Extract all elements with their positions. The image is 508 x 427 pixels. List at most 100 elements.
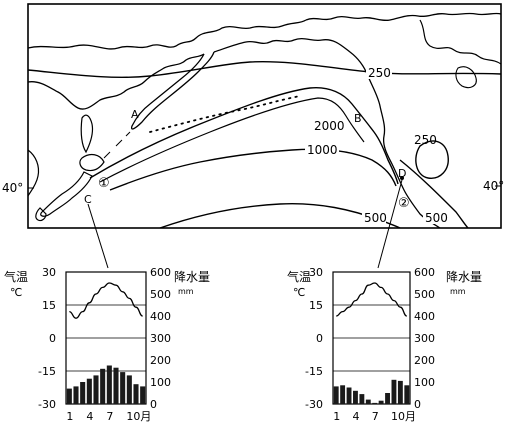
temp-axis-title: 气温	[4, 269, 28, 284]
coastline-inland	[419, 19, 502, 65]
temp-tick-label: -30	[305, 398, 323, 411]
coastline-asia	[27, 19, 307, 50]
precip-bar	[391, 379, 397, 404]
temperature-curve	[336, 282, 408, 317]
month-label: 7	[372, 410, 379, 423]
precip-bar	[333, 386, 339, 404]
isoline-label-500-b: 500	[425, 211, 448, 225]
precip-bar	[359, 394, 365, 404]
point-label-c: C	[84, 193, 92, 206]
precip-tick-label: 300	[150, 332, 171, 345]
precip-axis-title: 降水量	[446, 270, 482, 284]
isoline-250-east	[415, 140, 449, 179]
circled-label-1: ①	[98, 176, 110, 191]
coastline-alaska-south	[213, 37, 369, 77]
precip-tick-label: 600	[150, 266, 171, 279]
month-label: 10月	[391, 410, 416, 423]
isoline-2000-inner	[99, 97, 365, 183]
precip-bar	[378, 400, 384, 404]
coastline-bc	[367, 75, 441, 229]
isoline-label-500-a: 500	[364, 211, 387, 225]
precip-bar	[140, 386, 146, 404]
precip-bar	[100, 368, 106, 404]
isoline-label-250-north: 250	[368, 66, 391, 80]
precip-bar	[73, 386, 79, 404]
lake-outline	[455, 66, 477, 89]
temp-tick-label: 30	[309, 266, 323, 279]
precip-tick-label: 100	[414, 376, 435, 389]
leader-line-d	[377, 179, 403, 269]
sakhalin	[80, 114, 94, 154]
point-marker-d	[400, 176, 404, 180]
month-label: 4	[352, 410, 359, 423]
precip-bar	[86, 378, 92, 404]
point-label-d: D	[398, 167, 406, 180]
precip-tick-label: 100	[150, 376, 171, 389]
climate-chart-station-1: 气温 ℃ 降水量 mm 30150-15-3060050040030020010…	[4, 266, 210, 423]
climate-chart-station-2: 气温 ℃ 降水量 mm 30150-15-3060050040030020010…	[287, 266, 482, 423]
precip-bar	[397, 380, 403, 404]
precip-bar	[66, 388, 72, 404]
temp-axis-title: 气温	[287, 269, 311, 284]
isoline-label-250-east: 250	[414, 133, 437, 147]
precip-bar	[404, 385, 410, 404]
map: 250 2000 1000 250 500 500 A B C D ① ② 40…	[2, 3, 504, 269]
month-label: 4	[86, 410, 93, 423]
month-label: 10月	[126, 410, 151, 423]
point-label-a: A	[131, 108, 139, 121]
precip-bar	[353, 390, 358, 404]
isoline-250-north	[27, 61, 502, 79]
hokkaido	[79, 153, 105, 172]
precip-axis-title: 降水量	[174, 270, 210, 284]
precip-bar	[113, 367, 119, 404]
precip-bar	[372, 402, 378, 404]
precip-tick-label: 400	[150, 310, 171, 323]
temp-tick-label: 15	[309, 299, 323, 312]
precip-tick-label: 600	[414, 266, 435, 279]
precip-tick-label: 200	[414, 354, 435, 367]
coastline-okhotsk	[27, 53, 205, 110]
latitude-label-right: 40°	[483, 179, 504, 193]
precip-bar	[120, 372, 126, 404]
temp-tick-label: 0	[316, 332, 323, 345]
temp-axis-unit: ℃	[10, 286, 22, 299]
precip-bar	[365, 399, 371, 404]
isoline-label-1000: 1000	[307, 143, 338, 157]
point-label-b: B	[354, 112, 362, 125]
temperature-curve	[69, 282, 143, 319]
temp-tick-label: -15	[305, 365, 323, 378]
precip-bar	[126, 375, 132, 404]
kuril-islands	[103, 131, 131, 159]
precip-bar	[346, 387, 352, 404]
precip-bar	[80, 382, 86, 404]
precip-tick-label: 500	[414, 288, 435, 301]
isoline-2000	[89, 87, 399, 185]
leader-line-c	[87, 203, 109, 269]
kyushu	[35, 207, 47, 222]
circled-label-2: ②	[398, 196, 410, 211]
precip-tick-label: 400	[414, 310, 435, 323]
temp-tick-label: 0	[49, 332, 56, 345]
isoline-500-a	[159, 202, 401, 229]
month-label: 7	[106, 410, 113, 423]
precip-axis-unit: mm	[450, 287, 466, 296]
month-label: 1	[333, 410, 340, 423]
precip-tick-label: 500	[150, 288, 171, 301]
precip-tick-label: 0	[414, 398, 421, 411]
temp-axis-unit: ℃	[293, 286, 305, 299]
precip-tick-label: 200	[150, 354, 171, 367]
precip-axis-unit: mm	[178, 287, 194, 296]
isoline-1000	[109, 148, 397, 191]
temp-tick-label: -15	[38, 365, 56, 378]
precip-bar	[93, 375, 99, 404]
precip-tick-label: 300	[414, 332, 435, 345]
isoline-label-2000: 2000	[314, 119, 345, 133]
precip-bar	[340, 385, 346, 404]
trench-dotted-line	[149, 95, 301, 133]
precip-bar	[385, 393, 390, 404]
korea-coast	[27, 149, 40, 197]
latitude-label-left: 40°	[2, 181, 23, 195]
precip-bar	[106, 365, 112, 404]
temp-tick-label: 30	[42, 266, 56, 279]
